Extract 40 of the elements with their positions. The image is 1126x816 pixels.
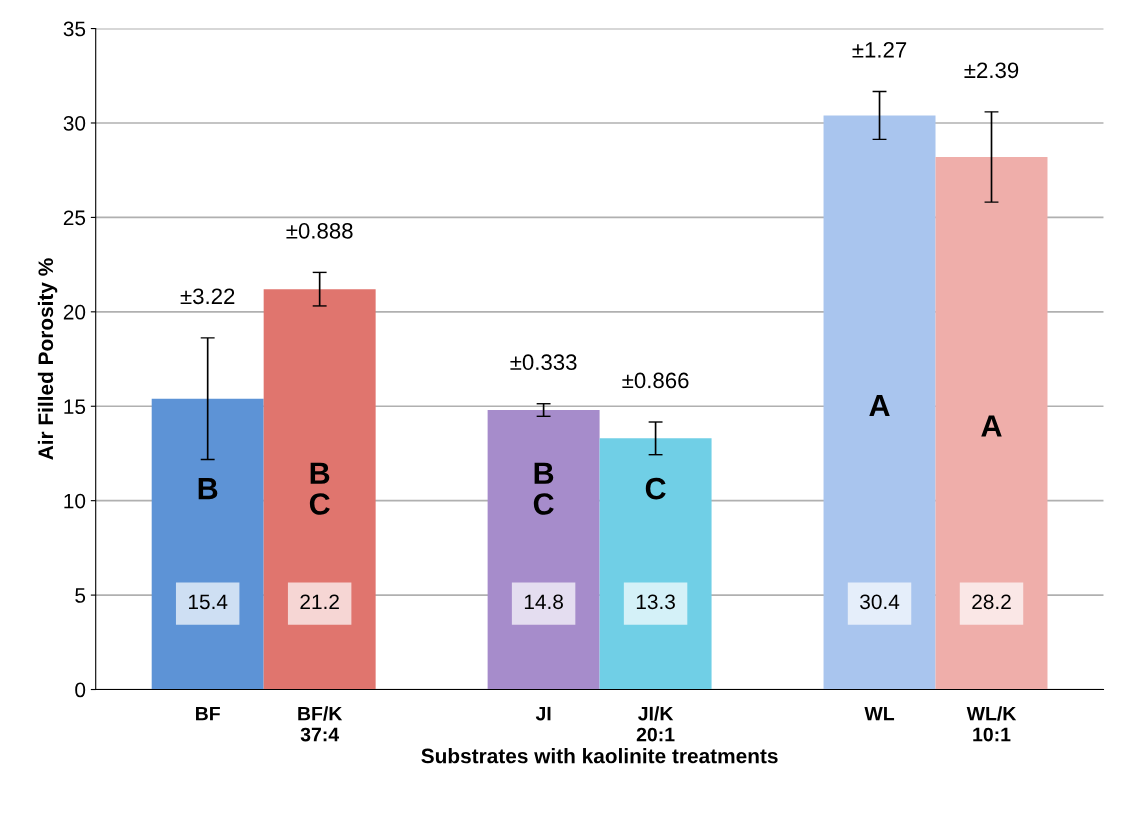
y-tick-label: 5 (75, 588, 86, 603)
annotation: B C (309, 462, 330, 515)
x-tick-label: JI/K 20:1 (636, 706, 675, 742)
annotation: A (981, 415, 1002, 437)
y-tick-label: 0 (75, 682, 86, 698)
y-tick-label: 30 (63, 115, 86, 131)
data-label: 14.8 (524, 594, 563, 610)
annotation: B (198, 478, 218, 500)
x-axis-title: Substrates with kaolinite treatments (421, 748, 778, 764)
data-label: 13.3 (636, 594, 675, 610)
y-tick-label: 35 (63, 21, 86, 37)
y-tick-label: 10 (64, 493, 86, 509)
annotation: A (869, 395, 890, 417)
y-axis-title: Air Filled Porosity % (37, 258, 58, 460)
annotation: ±1.27 (852, 42, 907, 58)
y-tick-label: 25 (63, 210, 86, 226)
bar (263, 289, 376, 690)
x-tick-label: WL (864, 706, 895, 721)
annotation: ±0.888 (286, 222, 353, 239)
bar (935, 156, 1048, 690)
annotation: ±2.39 (964, 62, 1019, 79)
annotation: ±0.333 (510, 354, 577, 371)
data-label: 30.4 (860, 594, 900, 610)
annotation: B C (533, 462, 554, 515)
y-tick-label: 15 (64, 399, 86, 415)
x-tick-label: WL/K 10:1 (966, 706, 1017, 742)
bar (151, 398, 264, 690)
y-tick-label: 20 (63, 304, 86, 320)
x-tick-label: JI (535, 706, 551, 721)
x-tick-label: BF/K 37:4 (298, 706, 343, 742)
annotation: ±3.22 (180, 288, 235, 305)
annotation: ±0.866 (622, 372, 689, 389)
data-label: 28.2 (972, 594, 1011, 610)
x-tick-label: BF (196, 706, 220, 721)
bar (487, 410, 600, 690)
bar (599, 438, 712, 690)
data-label: 15.4 (189, 594, 228, 610)
data-label: 21.2 (300, 594, 339, 609)
annotation: C (645, 477, 666, 500)
bar (823, 115, 936, 690)
